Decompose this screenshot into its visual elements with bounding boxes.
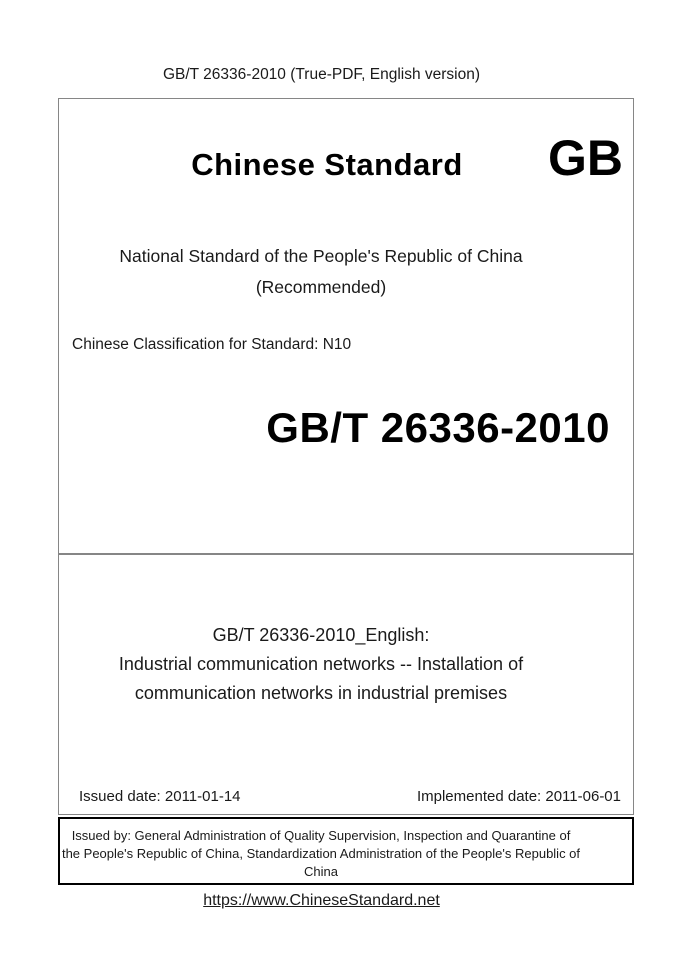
issuer-line: the People's Republic of China, Standard…	[61, 846, 581, 861]
title-row: Chinese Standard GB	[59, 129, 633, 187]
english-title-box: GB/T 26336-2010_English: Industrial comm…	[58, 554, 634, 815]
issuer-line: China	[304, 864, 338, 879]
national-standard-line: National Standard of the People's Republ…	[119, 246, 523, 266]
standard-number: GB/T 26336-2010	[266, 404, 610, 451]
footer: https://www.ChineseStandard.net	[0, 892, 643, 910]
issued-date: Issued date: 2011-01-14	[79, 788, 241, 805]
english-title-line: GB/T 26336-2010_English:	[212, 625, 430, 645]
cover-box: Chinese Standard GB National Standard of…	[58, 98, 634, 554]
implemented-date: Implemented date: 2011-06-01	[416, 788, 621, 805]
issuer-line: Issued by: General Administration of Qua…	[71, 828, 571, 843]
website-link[interactable]: https://www.ChineseStandard.net	[203, 892, 440, 909]
brand-title: Chinese Standard	[191, 147, 463, 182]
classification-line: Chinese Classification for Standard: N10	[72, 336, 352, 353]
dates-row: Issued date: 2011-01-14 Implemented date…	[59, 788, 633, 805]
page-header-title: GB/T 26336-2010 (True-PDF, English versi…	[162, 66, 481, 83]
english-title-block: GB/T 26336-2010_English: Industrial comm…	[59, 555, 583, 708]
title-right-spacer: GB	[491, 129, 633, 187]
english-title-line: communication networks in industrial pre…	[134, 683, 508, 703]
subtitle-block: National Standard of the People's Republ…	[59, 241, 583, 303]
gb-logo: GB	[548, 130, 623, 186]
issuer-box: Issued by: General Administration of Qua…	[58, 817, 634, 885]
recommended-line: (Recommended)	[255, 277, 387, 297]
english-title-line: Industrial communication networks -- Ins…	[118, 654, 524, 674]
issuer-text: Issued by: General Administration of Qua…	[60, 819, 582, 881]
